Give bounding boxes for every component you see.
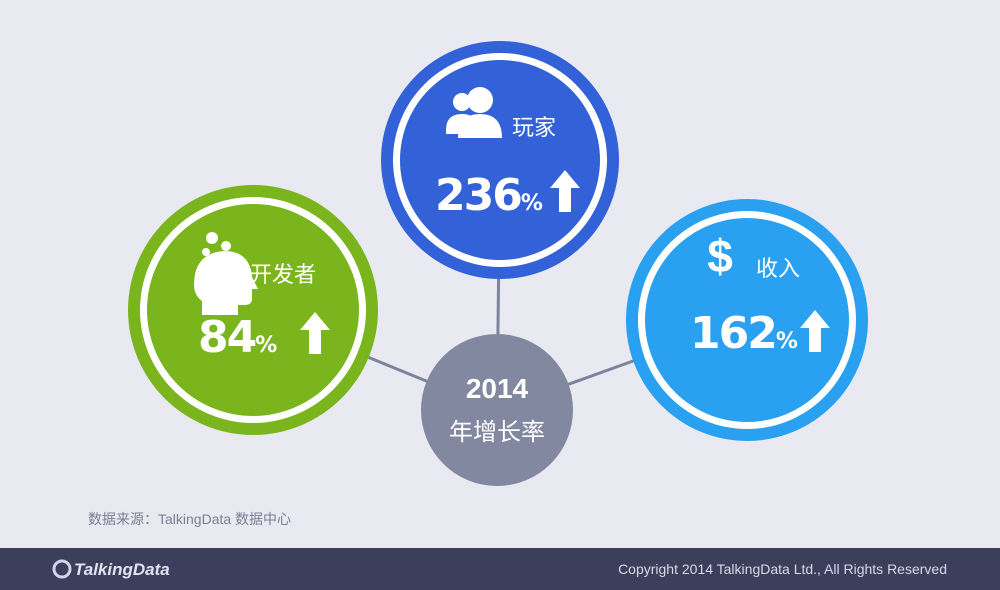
node-value: 162% [690,308,798,359]
center-year: 2014 [466,373,529,404]
node-label: 收入 [756,256,800,281]
text-part: % [255,333,277,358]
text-part: % [776,329,798,354]
node-label: 开发者 [250,262,316,287]
source-note: 数据来源：TalkingData 数据中心 [88,511,291,527]
node-developer: 开发者 84% [128,185,378,435]
footer-bar [0,548,1000,590]
center-label: 年增长率 [449,419,545,446]
node-label: 玩家 [512,115,556,140]
text-part: 84 [198,312,256,363]
center-circle [421,334,573,486]
text-part: 236 [435,170,521,221]
node-players: 玩家 236% [381,41,619,279]
text-part: % [521,191,543,216]
logo-icon [52,559,72,579]
footer-logo: TalkingData [74,560,170,579]
node-icon: $ [707,230,733,282]
text-part: 162 [690,308,776,359]
node-revenue: $ 收入 162% [626,199,868,441]
node-value: 84% [198,312,277,363]
node-value: 236% [435,170,543,221]
footer-copyright: Copyright 2014 TalkingData Ltd., All Rig… [618,561,947,577]
